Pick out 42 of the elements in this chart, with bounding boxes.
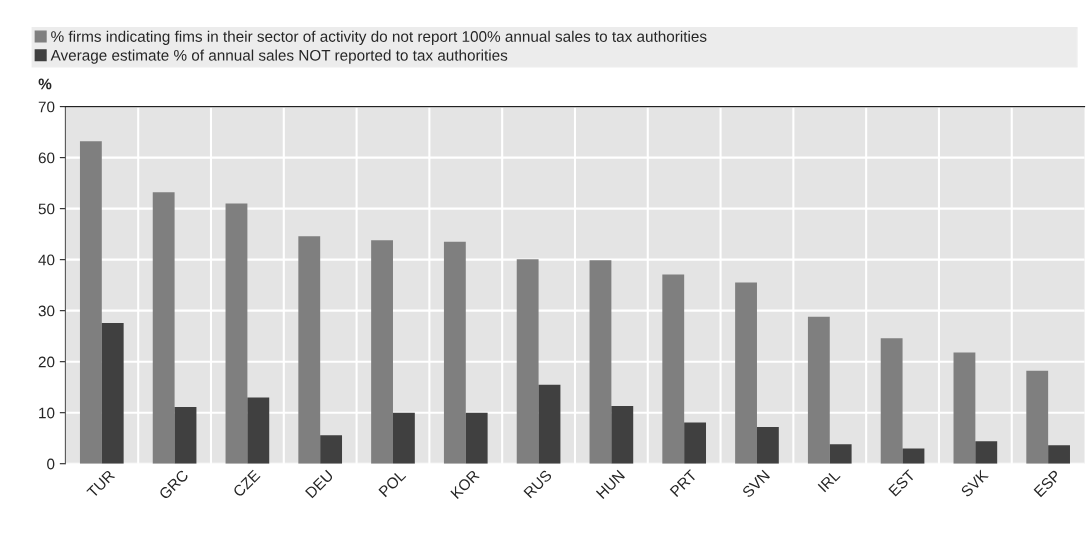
x-tick-label: IRL [817,469,841,493]
legend-label: Average estimate % of annual sales NOT reported to tax authorities [50,49,508,64]
bar [320,435,343,464]
y-tick-label: 50 [38,203,55,215]
bar [953,352,976,464]
bar [880,338,903,464]
bar [902,448,925,464]
y-tick-label: 40 [38,254,55,266]
bar [392,412,415,464]
y-tick-label: 10 [39,407,55,419]
bar [1048,445,1070,464]
bar [152,192,175,464]
bar [371,240,393,464]
y-tick-label: 0 [47,458,55,470]
bar [611,406,634,464]
bar [662,274,685,464]
y-tick-label: 60 [38,152,55,164]
y-tick-label: 70 [38,101,55,113]
bar [756,426,779,464]
bar [79,141,102,464]
y-tick-label: 20 [38,356,55,368]
bar [101,322,124,464]
bar [1026,370,1049,464]
bar [975,441,998,464]
y-axis-title: % [38,78,52,90]
bar [735,282,757,464]
x-tick-label: POL [378,469,407,498]
bar [174,407,197,464]
bar [829,444,852,464]
bar [465,412,488,464]
y-tick-label: 30 [38,305,55,317]
x-tick-label: TUR [86,469,116,499]
bar [225,203,248,464]
bar [684,422,707,464]
bar [247,397,270,464]
legend-label: % firms indicating fims in their sector of activity do not report 100% annual sales to tax authorities [51,30,707,45]
bar [298,236,321,464]
bar [589,260,612,464]
bar [538,384,561,464]
bar [443,241,466,464]
bar [807,316,830,464]
bar [516,259,539,464]
